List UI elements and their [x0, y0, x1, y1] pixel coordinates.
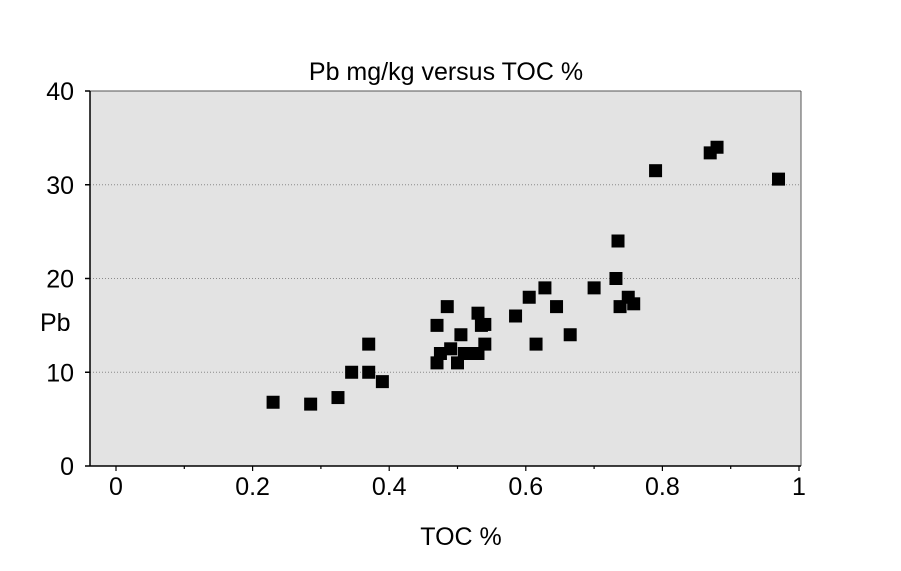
- data-point: [266, 395, 280, 409]
- data-point: [478, 317, 492, 331]
- data-point: [538, 281, 552, 295]
- x-tick-label: 0.6: [508, 473, 543, 501]
- data-point: [710, 140, 724, 154]
- x-tick-label: 1: [792, 473, 806, 501]
- y-tick-label: 40: [46, 78, 74, 106]
- data-point: [471, 306, 485, 320]
- data-point: [433, 347, 447, 360]
- plot-area: [90, 91, 801, 466]
- data-point: [772, 172, 786, 186]
- data-point: [430, 318, 444, 332]
- data-point: [444, 342, 458, 356]
- data-point: [454, 328, 468, 342]
- data-point: [331, 391, 345, 405]
- x-tick-labels: 0 0.2 0.4 0.6 0.8 1: [109, 473, 806, 501]
- data-point: [550, 300, 564, 314]
- data-point: [609, 272, 623, 285]
- y-axis-label: Pb: [40, 309, 71, 337]
- data-point: [345, 365, 359, 379]
- data-point: [627, 297, 641, 311]
- data-point: [362, 337, 376, 351]
- x-tick-label: 0.2: [235, 473, 270, 501]
- data-point: [362, 365, 376, 379]
- tick-marks: [85, 90, 800, 471]
- y-tick-label: 0: [60, 453, 74, 481]
- data-point: [522, 290, 536, 304]
- data-point: [509, 309, 523, 323]
- data-point: [529, 337, 543, 351]
- y-tick-labels: 0 10 20 30 40: [46, 78, 74, 481]
- x-tick-label: 0: [109, 473, 123, 501]
- y-tick-label: 20: [46, 266, 74, 294]
- x-axis-label: TOC %: [420, 523, 502, 551]
- y-tick-label: 30: [46, 172, 74, 200]
- data-point: [563, 328, 577, 342]
- data-points: [266, 140, 786, 411]
- data-point: [375, 375, 389, 389]
- data-point: [440, 300, 454, 314]
- x-tick-label: 0.8: [645, 473, 680, 501]
- data-point: [611, 234, 625, 248]
- data-point: [587, 281, 601, 295]
- data-point: [304, 397, 318, 411]
- data-point: [478, 337, 492, 351]
- x-tick-label: 0.4: [372, 473, 407, 501]
- chart-title: Pb mg/kg versus TOC %: [309, 58, 583, 86]
- data-point: [649, 164, 663, 178]
- y-tick-label: 10: [46, 359, 74, 387]
